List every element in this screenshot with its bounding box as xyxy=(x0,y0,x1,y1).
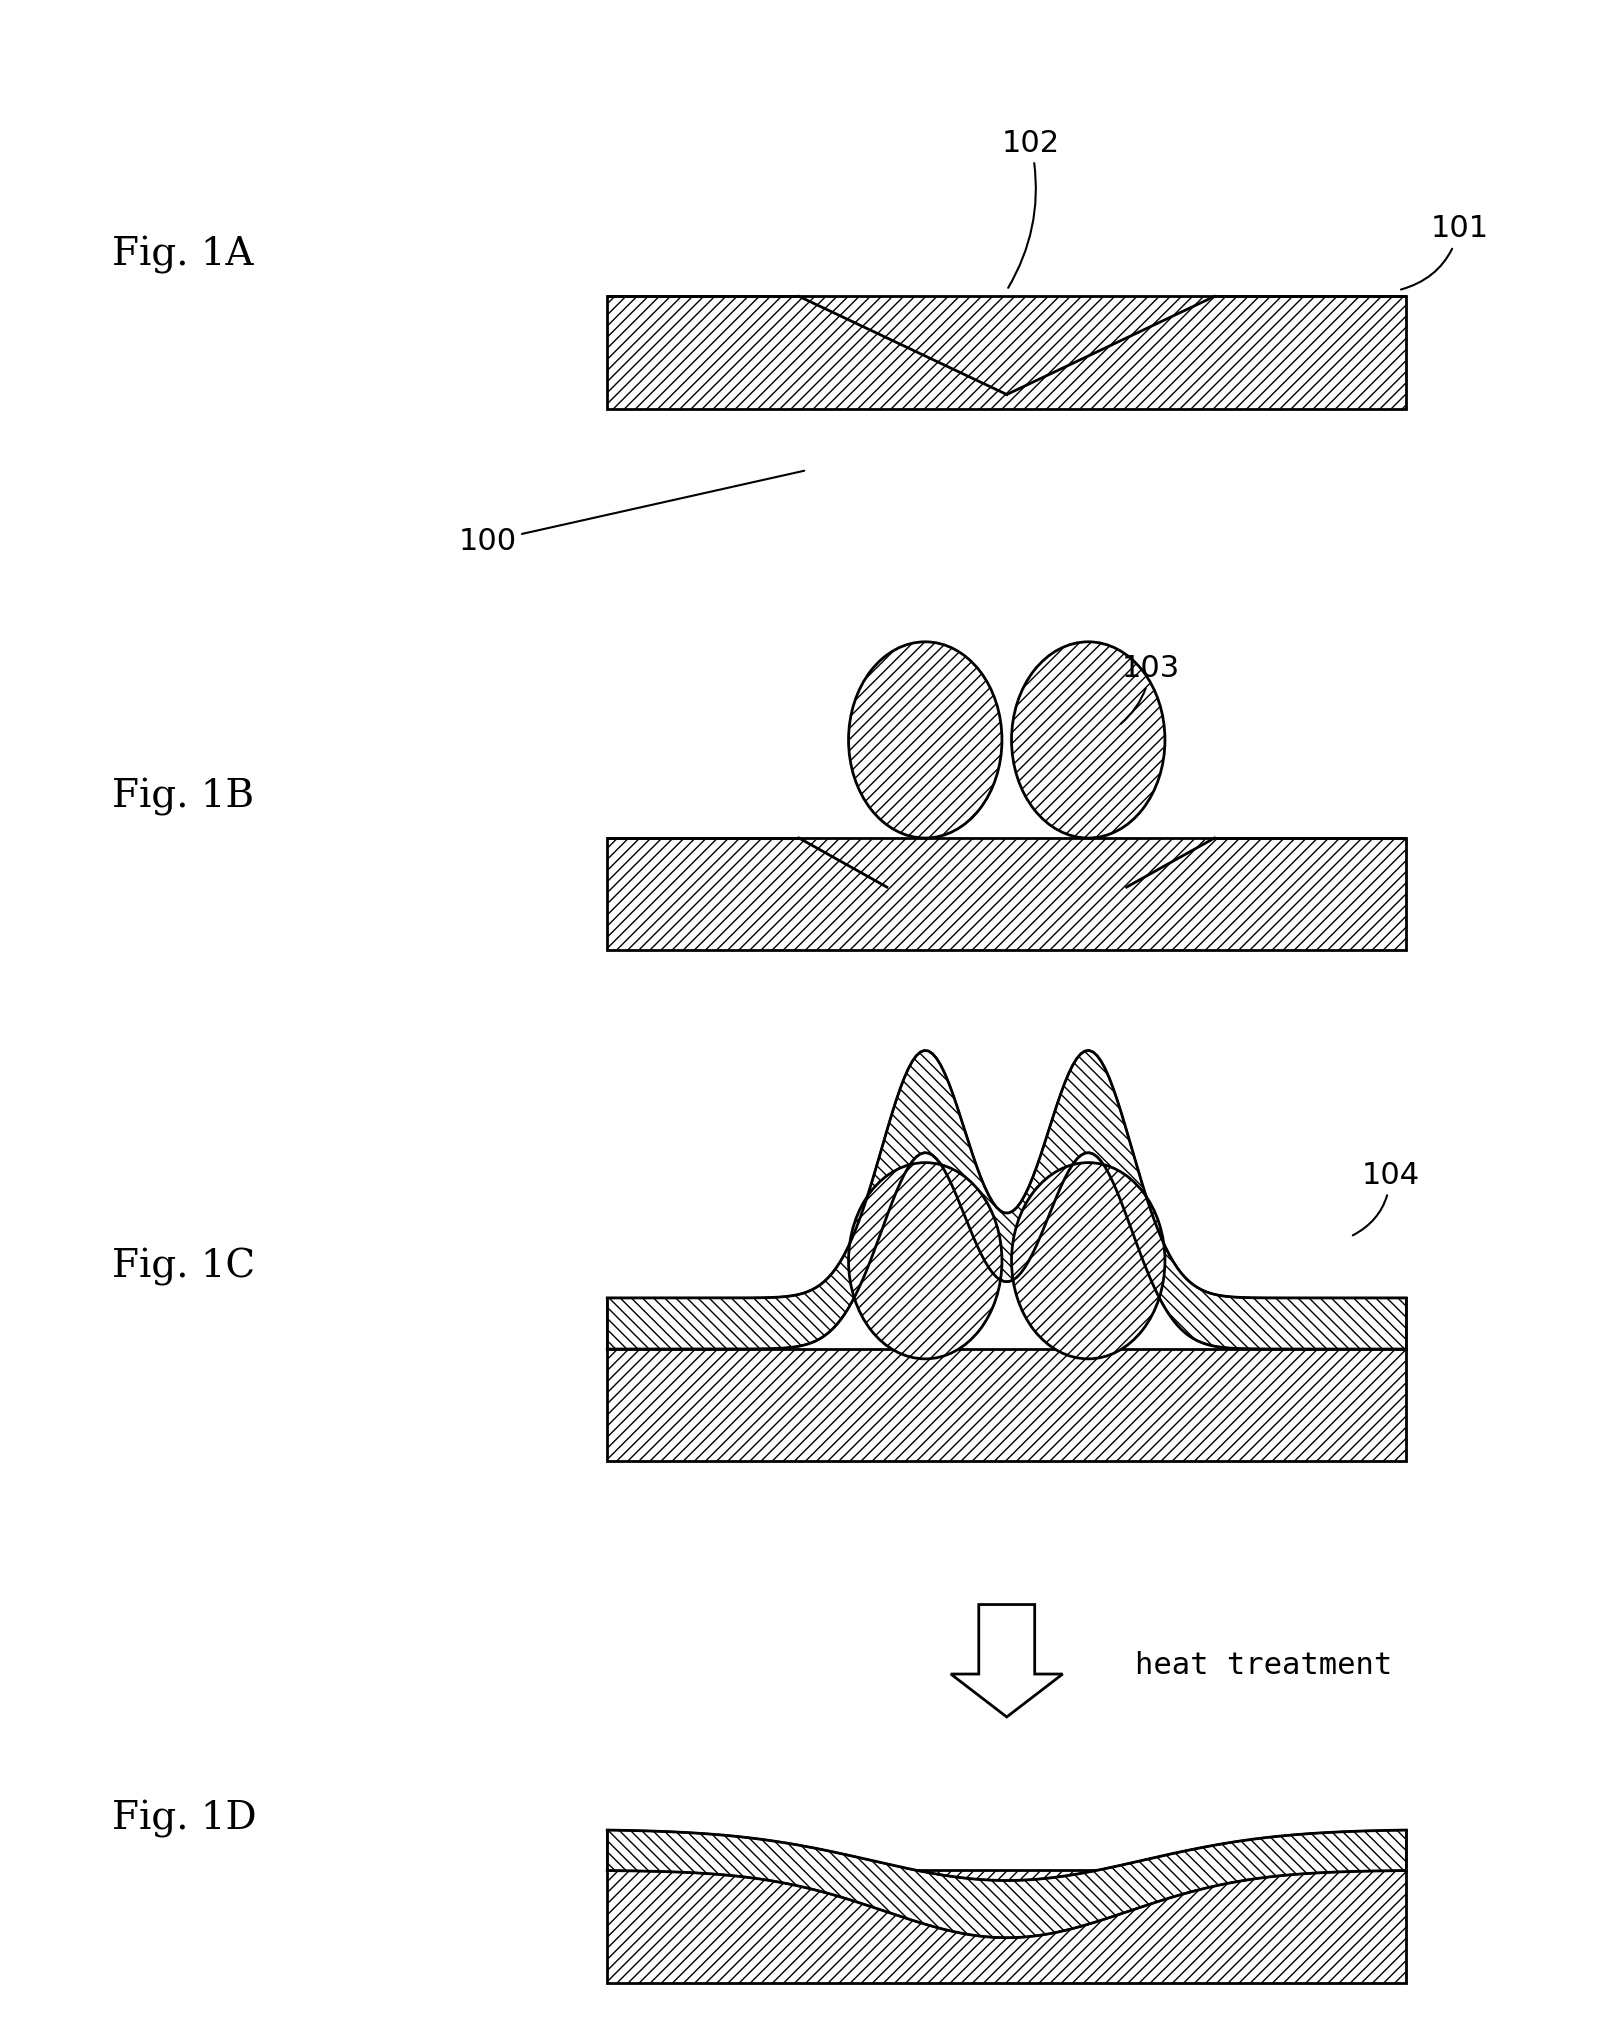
Ellipse shape xyxy=(849,1163,1002,1359)
Text: 104: 104 xyxy=(1354,1161,1419,1235)
Bar xyxy=(607,1870,1406,1983)
Text: Fig. 1B: Fig. 1B xyxy=(112,779,254,816)
FancyArrow shape xyxy=(951,1605,1063,1717)
Polygon shape xyxy=(607,1829,1406,1938)
Ellipse shape xyxy=(1012,642,1165,838)
Bar xyxy=(607,296,1406,409)
Bar xyxy=(607,838,1406,950)
Text: Fig. 1C: Fig. 1C xyxy=(112,1249,256,1286)
Bar xyxy=(607,1349,1406,1461)
Text: 100: 100 xyxy=(459,470,804,556)
Ellipse shape xyxy=(849,642,1002,838)
Text: 102: 102 xyxy=(1002,129,1059,288)
Ellipse shape xyxy=(1012,1163,1165,1359)
Text: Fig. 1D: Fig. 1D xyxy=(112,1801,257,1838)
Text: 101: 101 xyxy=(1401,215,1488,290)
Text: Fig. 1A: Fig. 1A xyxy=(112,237,254,274)
Text: heat treatment: heat treatment xyxy=(1135,1652,1392,1680)
Text: 103: 103 xyxy=(1120,654,1179,724)
Polygon shape xyxy=(607,1051,1406,1349)
